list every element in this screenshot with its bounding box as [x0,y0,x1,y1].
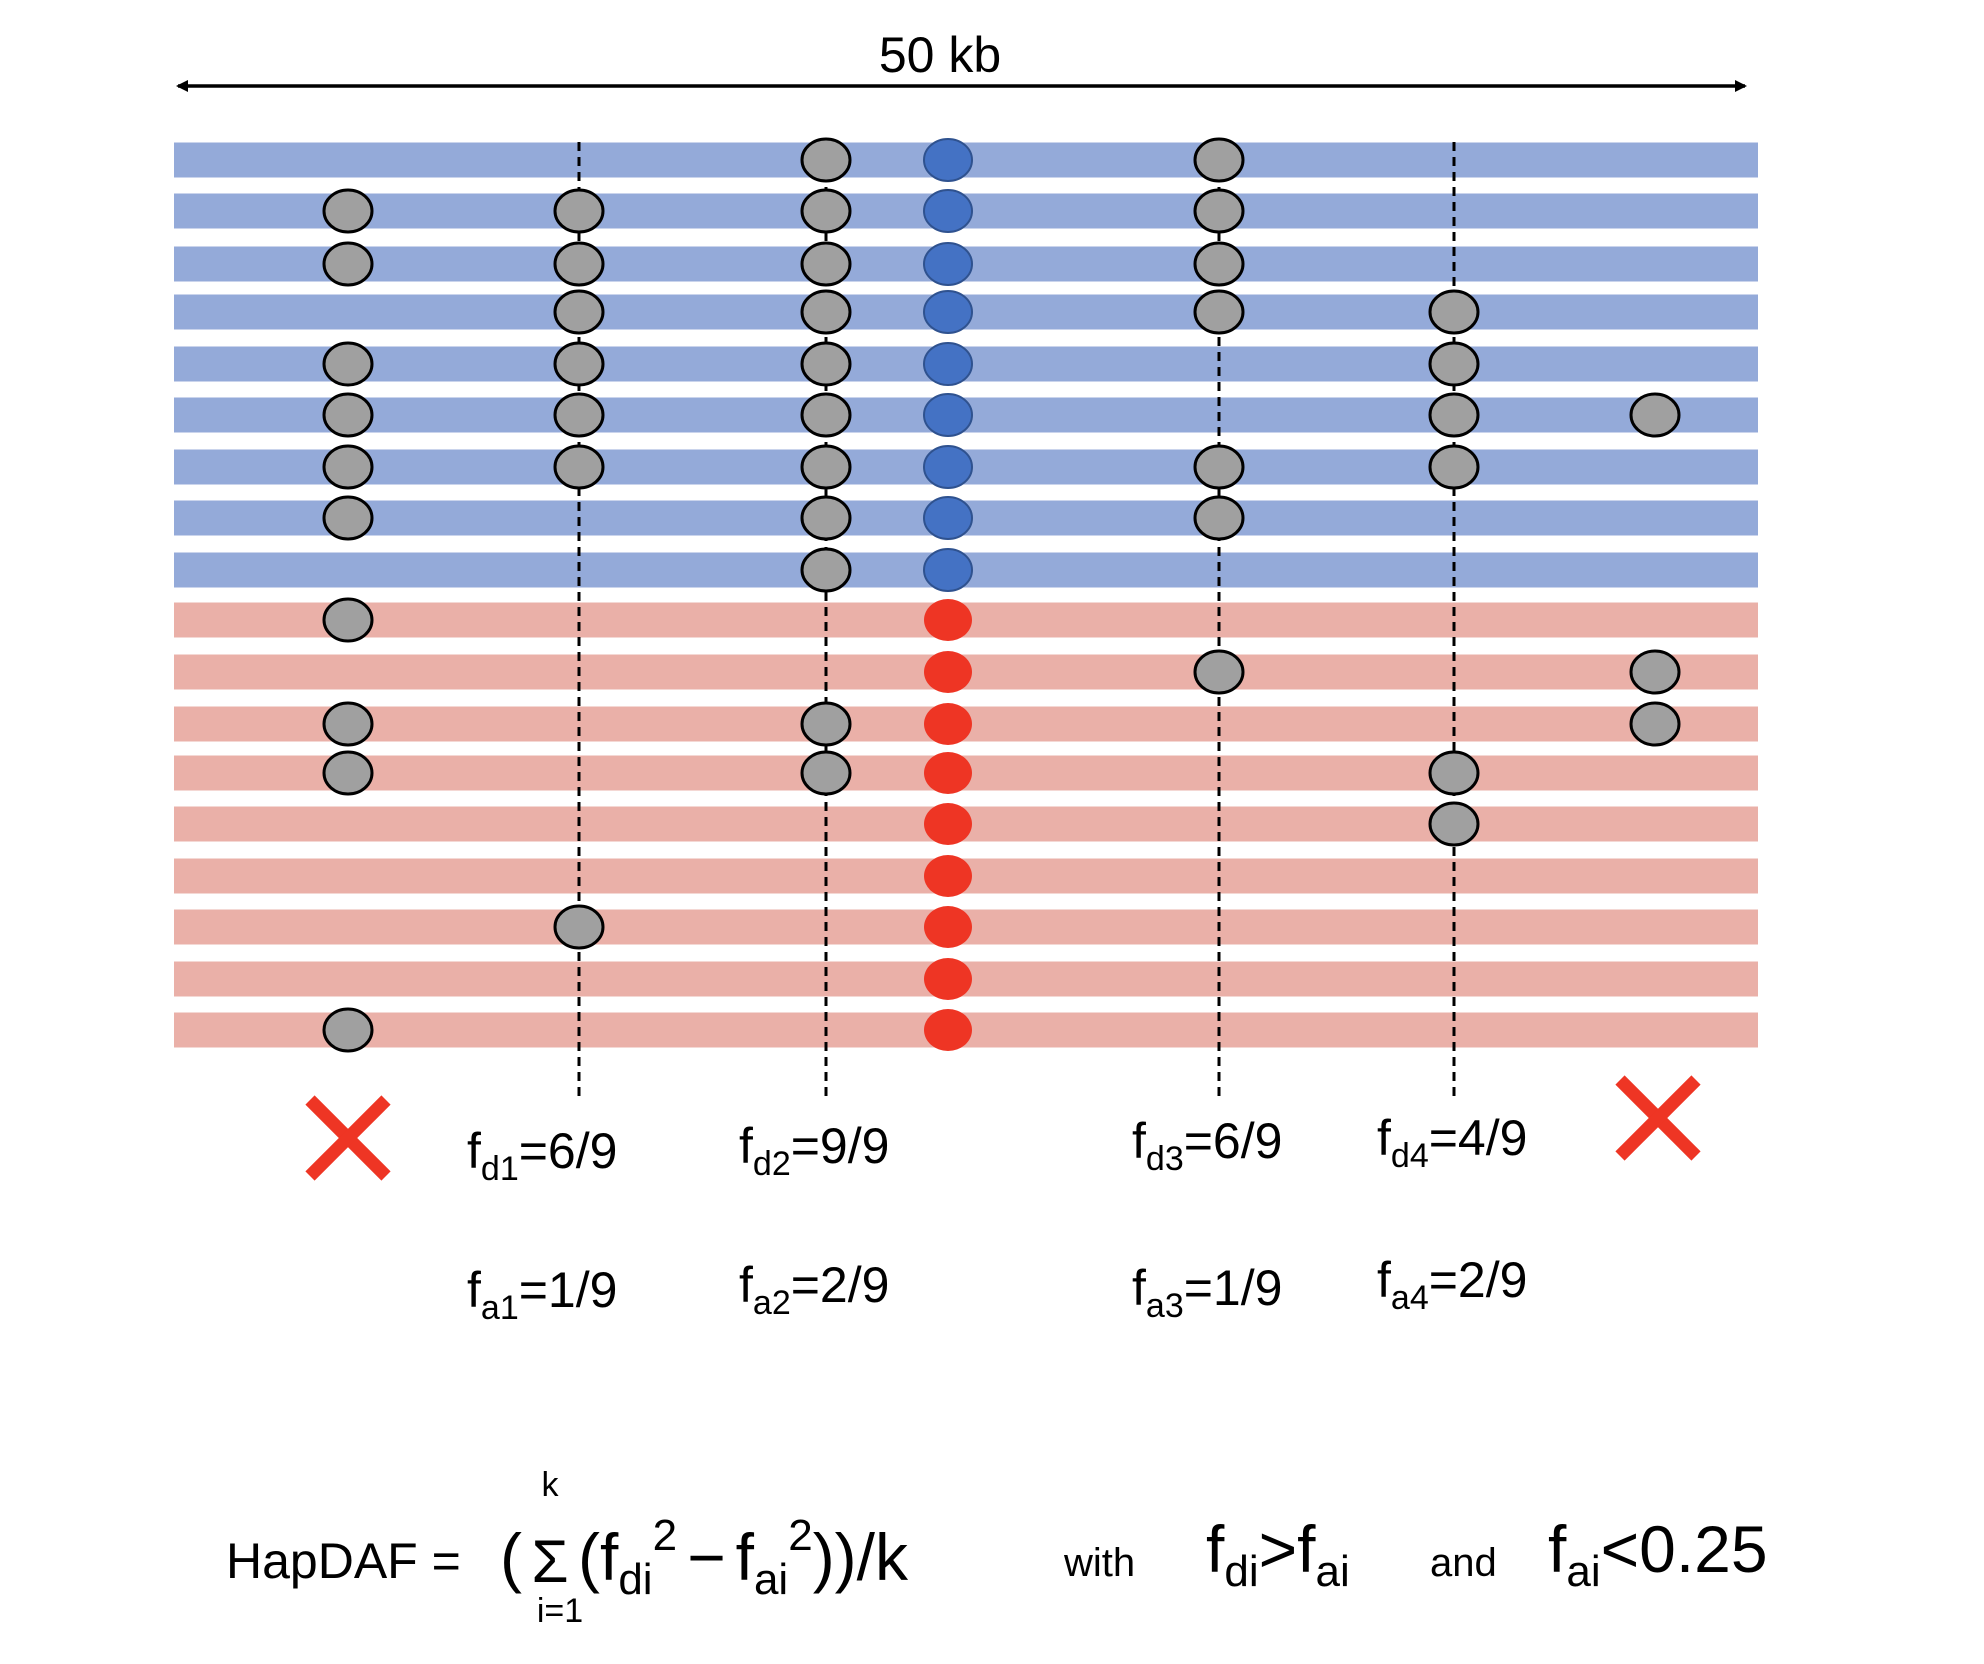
snp-marker [1629,392,1681,438]
snp-marker [322,750,374,796]
snp-marker [800,188,852,234]
freq-d4: fd4=4/9 [1377,1110,1527,1175]
snp-marker [553,241,605,287]
snp-marker [553,188,605,234]
core-ancestral-marker [924,651,972,693]
core-derived-marker [923,393,973,437]
snp-marker [1428,392,1480,438]
freq-d2: fd2=9/9 [739,1118,889,1183]
formula-condition-2: fai<0.25 [1548,1512,1768,1596]
snp-marker [800,547,852,593]
snp-marker [322,241,374,287]
snp-marker [1428,341,1480,387]
freq-d1: fd1=6/9 [467,1123,617,1188]
snp-marker [1193,444,1245,490]
reject-x-icon [305,1095,391,1181]
snp-marker [1428,444,1480,490]
core-derived-marker [923,189,973,233]
snp-marker [800,289,852,335]
core-ancestral-marker [924,703,972,745]
snp-marker [1193,188,1245,234]
snp-marker [553,444,605,490]
snp-marker [1428,750,1480,796]
formula-and: and [1430,1541,1497,1585]
snp-marker [800,241,852,287]
core-derived-marker [923,290,973,334]
snp-marker [800,444,852,490]
snp-marker [1193,137,1245,183]
freq-d3: fd3=6/9 [1132,1113,1282,1178]
snp-marker [322,188,374,234]
core-derived-marker [923,242,973,286]
snp-marker [1193,241,1245,287]
core-ancestral-marker [924,803,972,845]
core-derived-marker [923,138,973,182]
formula-body: (fdi2− fai2))/k [578,1511,909,1604]
snp-marker [1193,649,1245,695]
snp-marker [553,341,605,387]
core-derived-marker [923,342,973,386]
snp-marker [800,341,852,387]
core-ancestral-marker [924,958,972,1000]
snp-marker [800,701,852,747]
snp-marker [553,289,605,335]
formula-condition-1: fdi>fai [1206,1512,1350,1596]
snp-marker [322,1007,374,1053]
snp-marker [553,904,605,950]
freq-a2: fa2=2/9 [739,1257,889,1322]
core-ancestral-marker [924,906,972,948]
core-ancestral-marker [924,599,972,641]
snp-marker [1193,495,1245,541]
snp-marker [553,392,605,438]
core-derived-marker [923,445,973,489]
formula-sigma-upper: k [542,1466,560,1504]
freq-a3: fa3=1/9 [1132,1260,1282,1325]
snp-marker [800,750,852,796]
snp-marker [1428,801,1480,847]
core-snp-markers [923,138,973,1051]
core-ancestral-marker [924,1009,972,1051]
snp-marker [322,701,374,747]
formula-sigma: Σ [531,1528,568,1595]
snp-marker [322,495,374,541]
formula-with: with [1063,1541,1135,1585]
reject-x-icon [1615,1075,1701,1161]
frequency-labels: fd1=6/9 fa1=1/9 fd2=9/9 fa2=2/9 fd3=6/9 … [467,1110,1527,1327]
hapdaf-formula: HapDAF = ( k Σ i=1 (fdi2− fai2))/k with f… [226,1466,1768,1630]
formula-open-paren: ( [500,1520,522,1594]
snp-marker [800,137,852,183]
snp-marker [1193,289,1245,335]
snp-marker [322,444,374,490]
formula-lhs: HapDAF = [226,1533,461,1589]
core-derived-marker [923,496,973,540]
freq-a1: fa1=1/9 [467,1262,617,1327]
core-ancestral-marker [924,855,972,897]
core-ancestral-marker [924,752,972,794]
snp-marker [1629,701,1681,747]
snp-marker [800,392,852,438]
scale-label: 50 kb [879,27,1001,83]
snp-marker [322,597,374,643]
snp-marker [1428,289,1480,335]
snp-marker [800,495,852,541]
snp-markers [322,137,1681,1053]
formula-sigma-lower: i=1 [537,1592,583,1630]
snp-marker [1629,649,1681,695]
freq-a4: fa4=2/9 [1377,1252,1527,1317]
snp-marker [322,341,374,387]
core-derived-marker [923,548,973,592]
snp-marker [322,392,374,438]
rejected-snp-marks [305,1075,1701,1181]
